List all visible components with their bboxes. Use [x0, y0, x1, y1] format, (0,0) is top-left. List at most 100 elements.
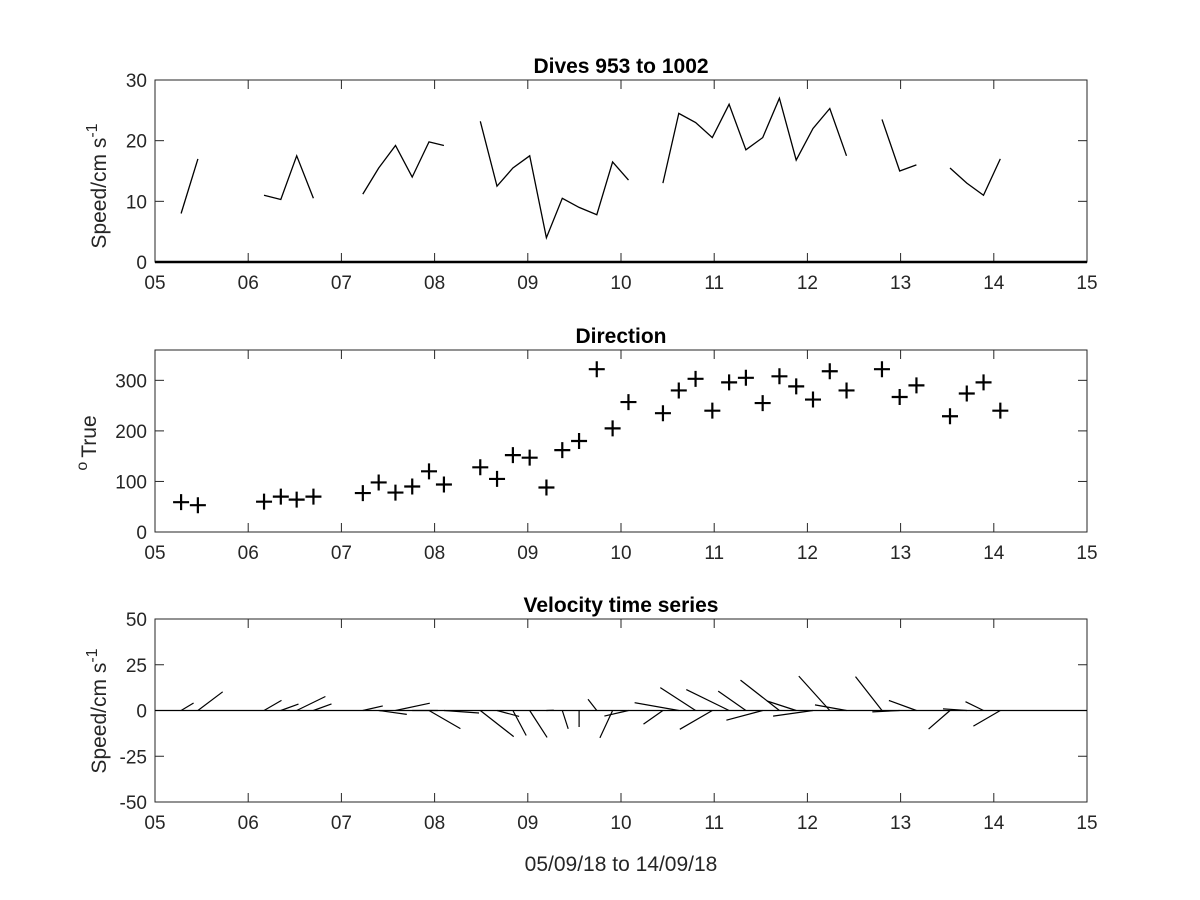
velocity-panel-x-tick-label: 09 — [517, 813, 538, 834]
velocity-panel-stick — [726, 709, 763, 721]
speed-panel-x-tick-label: 08 — [424, 273, 445, 294]
velocity-panel-x-tick-label: 05 — [144, 813, 165, 834]
direction-panel-x-tick-label: 12 — [797, 543, 818, 564]
speed-panel-x-tick-label: 15 — [1076, 273, 1097, 294]
velocity-panel-stick — [634, 702, 679, 712]
direction-panel-marker — [435, 476, 452, 493]
direction-panel-ylabel-superscript: o — [74, 462, 91, 471]
velocity-panel-stick — [479, 710, 515, 738]
velocity-panel-stick — [798, 675, 831, 711]
speed-panel-ylabel-superscript: -1 — [84, 123, 101, 137]
speed-panel-x-tick-label: 12 — [797, 273, 818, 294]
direction-panel-marker — [404, 478, 421, 495]
direction-panel-marker — [941, 408, 958, 425]
direction-panel-marker — [838, 382, 855, 399]
speed-panel-series-line — [362, 141, 445, 195]
speed-panel-series-line — [949, 158, 1001, 197]
direction-panel-x-tick-label: 10 — [610, 543, 631, 564]
direction-panel-marker — [472, 459, 489, 476]
velocity-panel-stick — [529, 710, 548, 738]
direction-panel-ylabel-text: True — [78, 415, 101, 457]
velocity-panel-stick — [428, 709, 461, 730]
speed-panel-x-tick-label: 13 — [890, 273, 911, 294]
direction-panel-marker — [305, 488, 322, 505]
direction-panel-marker — [992, 402, 1009, 419]
speed-panel-x-tick-label: 07 — [331, 273, 352, 294]
direction-panel-y-tick-label: 100 — [115, 472, 147, 493]
speed-panel-y-tick-label: 20 — [126, 132, 147, 153]
direction-panel-marker — [704, 402, 721, 419]
velocity-panel-stick — [280, 703, 299, 712]
direction-panel-x-tick-label: 09 — [517, 543, 538, 564]
velocity-panel-stick — [643, 710, 664, 725]
direction-panel-marker — [521, 449, 538, 466]
direction-panel-y-tick-label: 300 — [115, 371, 147, 392]
direction-panel-x-tick-label: 07 — [331, 543, 352, 564]
velocity-panel: Velocity time series Speed/cm s-1 05/09/… — [84, 594, 1098, 876]
speed-panel-x-tick-label: 11 — [704, 273, 724, 294]
direction-panel-marker — [256, 493, 273, 510]
direction-panel-x-tick-label: 11 — [704, 543, 724, 564]
direction-panel-marker — [958, 385, 975, 402]
velocity-panel-y-tick-label: 25 — [126, 656, 147, 677]
velocity-panel-title: Velocity time series — [524, 594, 719, 617]
speed-panel-ylabel-text: Speed/cm s — [88, 138, 111, 249]
velocity-panel-ylabel: Speed/cm s-1 — [84, 648, 111, 773]
direction-panel-x-tick-label: 14 — [983, 543, 1005, 564]
velocity-panel-stick — [965, 701, 984, 712]
direction-panel-marker — [173, 494, 190, 511]
direction-panel-marker — [354, 485, 371, 502]
direction-panel-x-tick-label: 06 — [238, 543, 259, 564]
speed-panel-x-tick-label: 05 — [144, 273, 165, 294]
direction-panel-marker — [189, 497, 206, 514]
velocity-panel-stick — [686, 689, 730, 712]
speed-panel-x-tick-label: 09 — [517, 273, 538, 294]
velocity-panel-x-tick-label: 12 — [797, 813, 818, 834]
velocity-panel-y-tick-label: -25 — [120, 747, 147, 768]
direction-panel-marker — [771, 368, 788, 385]
direction-panel-marker — [620, 394, 637, 411]
direction-panel-marker — [370, 474, 387, 491]
velocity-panel-stick — [659, 687, 696, 712]
direction-panel-x-tick-label: 13 — [890, 543, 911, 564]
direction-panel-marker — [571, 433, 588, 449]
speed-panel-y-tick-label: 10 — [126, 192, 147, 213]
direction-panel-marker — [387, 484, 404, 501]
speed-panel-series-line — [263, 153, 315, 201]
direction-panel-marker — [754, 395, 771, 412]
velocity-panel-stick — [395, 702, 430, 712]
direction-panel-marker — [489, 470, 506, 487]
velocity-panel-stick — [378, 709, 407, 715]
direction-panel-x-tick-label: 05 — [144, 543, 165, 564]
direction-panel-marker — [604, 420, 621, 437]
direction-panel-marker — [821, 363, 838, 380]
velocity-panel-stick — [587, 698, 598, 711]
direction-panel-ylabel: o True — [74, 415, 101, 470]
direction-panel: Direction o True 05 06 07 08 09 10 11 12 13 14 15 0 1… — [74, 325, 1098, 564]
direction-panel-marker — [288, 491, 305, 508]
velocity-panel-stick — [766, 700, 797, 712]
velocity-panel-stick — [928, 710, 951, 730]
speed-panel-series-line — [180, 158, 199, 214]
speed-panel: Dives 953 to 1002 Speed/cm s-1 05 06 07 08 0… — [84, 55, 1098, 294]
velocity-panel-y-tick-label: -50 — [120, 793, 147, 814]
velocity-panel-ylabel-text: Speed/cm s — [88, 663, 111, 774]
direction-panel-marker — [504, 447, 521, 464]
velocity-panel-stick — [604, 709, 629, 717]
direction-panel-marker — [588, 361, 605, 378]
speed-panel-series-line — [881, 119, 917, 172]
direction-panel-marker — [737, 369, 754, 386]
velocity-panel-xlabel: 05/09/18 to 14/09/18 — [525, 853, 718, 876]
speed-panel-ylabel: Speed/cm s-1 — [84, 123, 111, 248]
direction-panel-y-tick-label: 200 — [115, 422, 147, 443]
direction-panel-marker — [421, 463, 438, 480]
velocity-panel-stick — [561, 710, 569, 729]
velocity-panel-stick — [973, 709, 1001, 727]
velocity-panel-stick — [512, 710, 527, 736]
speed-panel-y-tick-label: 30 — [126, 71, 147, 92]
speed-panel-x-tick-label: 14 — [983, 273, 1005, 294]
direction-panel-marker — [873, 361, 890, 378]
velocity-panel-stick — [296, 695, 326, 712]
direction-panel-marker — [687, 370, 704, 387]
